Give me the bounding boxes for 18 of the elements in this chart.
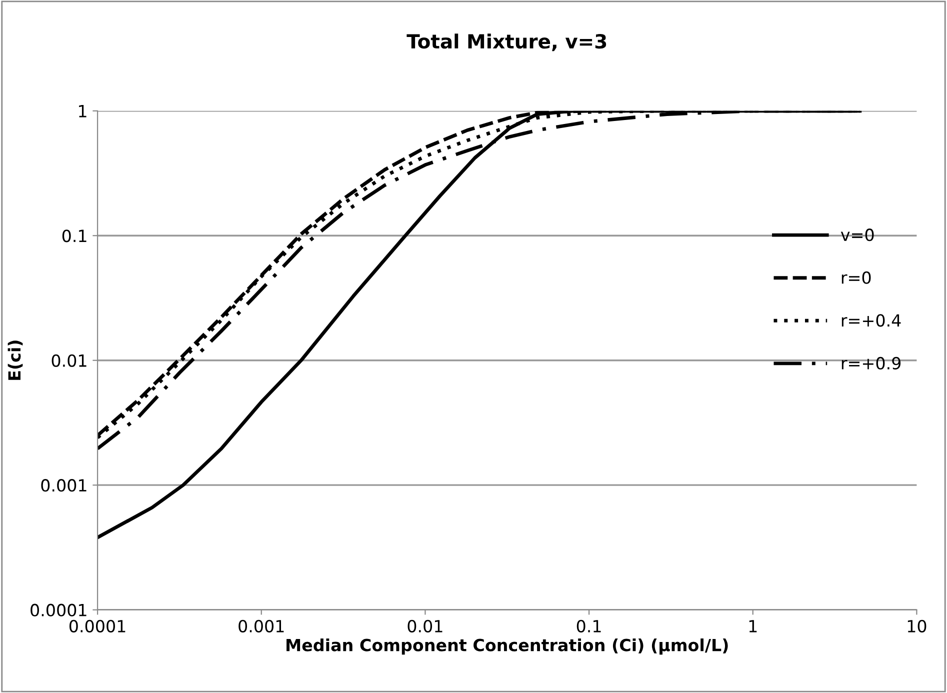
legend-label: v=0 <box>840 228 874 242</box>
y-tick-label: 0.001 <box>41 479 86 492</box>
legend-label: r=+0.9 <box>842 356 901 370</box>
x-tick-label: 0.1 <box>576 620 601 632</box>
chart-title: Total Mixture, v=3 <box>406 34 606 52</box>
x-tick-label: 0.01 <box>408 620 442 632</box>
x-tick-label: 0.0001 <box>69 620 126 632</box>
y-tick-label: 1 <box>79 105 86 118</box>
x-axis-title: Median Component Concentration (Ci) (µmol/L) <box>286 638 728 655</box>
legend-label: r=0 <box>842 271 871 284</box>
x-tick-label: 1 <box>749 620 757 632</box>
x-tick-label: 0.001 <box>238 620 284 632</box>
y-axis-title: E(ci) <box>8 340 23 380</box>
legend-label: r=+0.4 <box>842 314 901 327</box>
x-tick-label: 10 <box>908 620 926 632</box>
y-tick-label: 0.1 <box>62 230 86 242</box>
y-tick-label: 0.01 <box>52 354 86 367</box>
y-tick-label: 0.0001 <box>30 604 86 616</box>
